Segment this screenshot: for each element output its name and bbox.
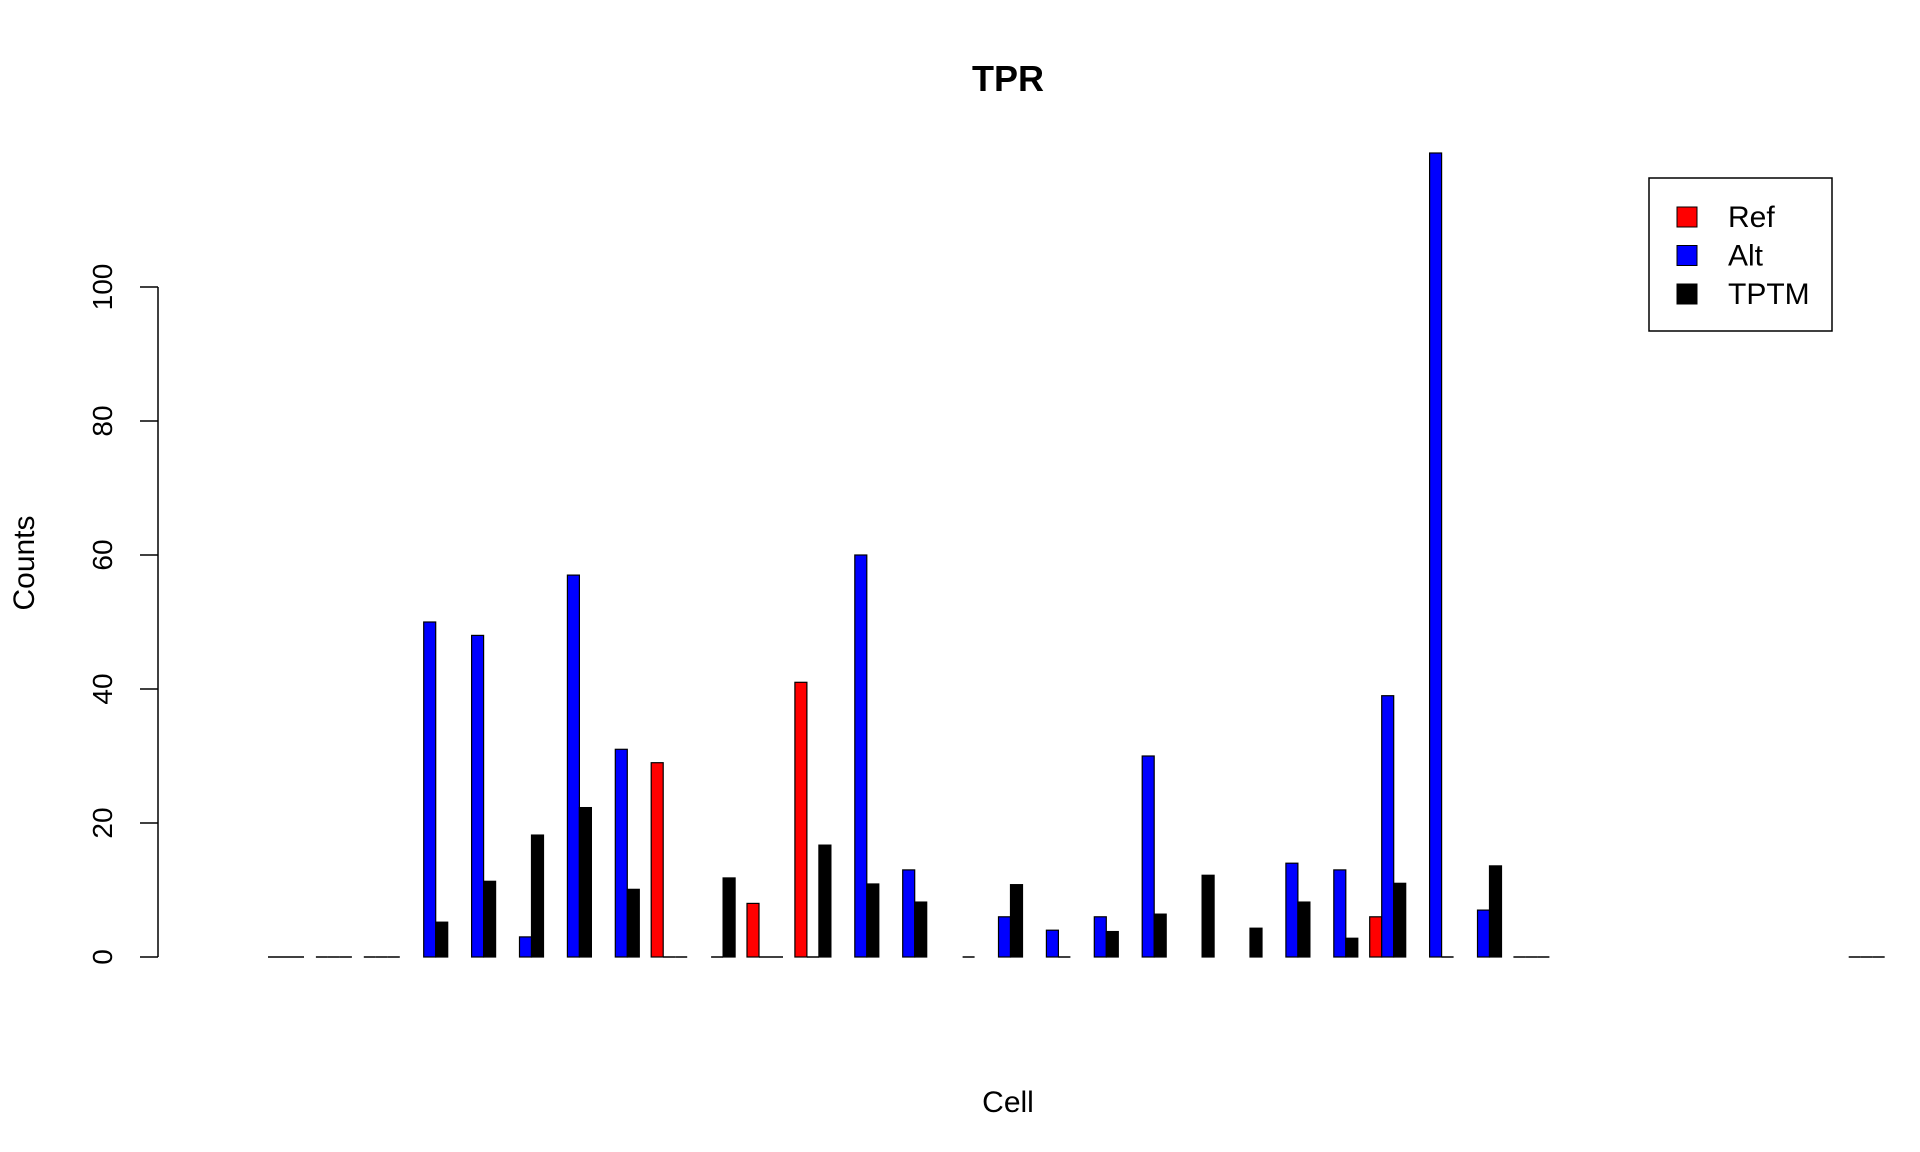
bar-ref [794, 681, 808, 958]
bar-tptm [866, 883, 880, 958]
bar-tptm [1105, 930, 1119, 958]
bar-alt [997, 916, 1012, 958]
bar-tptm [1153, 913, 1167, 958]
bar-tptm [578, 806, 593, 958]
y-tick-label: 0 [87, 949, 118, 965]
bar-alt [423, 621, 437, 958]
y-axis-label: Counts [8, 515, 41, 610]
bar-tptm [1297, 901, 1311, 958]
bar-tptm [1345, 937, 1359, 958]
bar-ref [746, 902, 760, 958]
y-tick-label: 80 [87, 405, 118, 436]
bar-ref [1369, 916, 1383, 958]
bar-tptm [530, 834, 545, 958]
bar-alt [854, 554, 868, 958]
y-tick-label: 60 [87, 539, 118, 570]
bar-tptm [1009, 884, 1024, 958]
bar-tptm [483, 880, 497, 958]
bar-tptm [722, 877, 736, 958]
y-axis: 0 20 40 60 80 100 [87, 264, 159, 965]
legend-swatch-tptm [1676, 283, 1698, 305]
bar-alt [1093, 916, 1107, 958]
y-tick-label: 40 [87, 673, 118, 704]
legend-swatch-alt [1676, 245, 1698, 266]
bars-group [268, 152, 1885, 958]
y-tick-label: 20 [87, 807, 118, 838]
legend-label-alt: Alt [1728, 240, 1764, 273]
bar-alt [518, 936, 533, 958]
bar-tptm [435, 921, 449, 958]
bar-alt [471, 634, 485, 958]
bar-alt [614, 748, 628, 958]
bar-alt [1045, 929, 1060, 958]
bar-tptm [818, 844, 832, 958]
bar-ref [650, 762, 664, 958]
legend-label-ref: Ref [1728, 201, 1775, 234]
bar-tptm [1201, 874, 1215, 958]
bar-tptm [1488, 865, 1503, 958]
bar-alt [566, 574, 581, 958]
bar-alt [1381, 695, 1395, 958]
legend-swatch-ref [1676, 206, 1698, 228]
legend: Ref Alt TPTM [1648, 177, 1833, 332]
bar-tptm [914, 901, 928, 958]
chart-title: TPR [972, 58, 1044, 99]
bar-alt [1285, 862, 1299, 958]
bar-tptm [1249, 927, 1263, 958]
legend-label-tptm: TPTM [1728, 278, 1810, 311]
bar-tptm [626, 888, 640, 958]
bar-tptm [1393, 882, 1407, 958]
bar-alt [1428, 152, 1443, 958]
y-tick-label: 100 [87, 264, 118, 311]
bar-alt [902, 869, 916, 958]
bar-alt [1141, 755, 1155, 958]
bar-alt [1333, 869, 1347, 958]
bar-alt [1476, 909, 1491, 958]
x-axis-label: Cell [982, 1086, 1034, 1119]
